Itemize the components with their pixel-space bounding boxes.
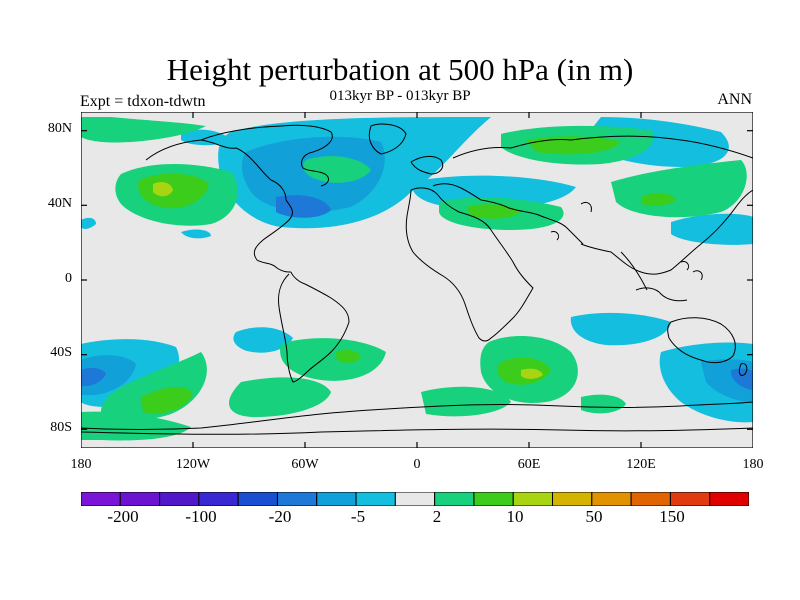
lon-label-120e: 120E <box>626 457 656 472</box>
lat-label-80n: 80N <box>47 121 72 136</box>
lon-label-0: 0 <box>413 457 421 472</box>
colorbar-label: -200 <box>107 507 139 526</box>
colorbar-swatch <box>591 492 632 506</box>
lon-label-180-west: 180 <box>70 457 92 472</box>
map-frame <box>81 112 753 448</box>
colorbar-swatch <box>709 492 749 506</box>
lon-label-120w: 120W <box>175 457 211 472</box>
positive-anomaly-north <box>81 117 747 230</box>
lon-label-60e: 60E <box>517 457 541 472</box>
colorbar-swatch <box>630 492 671 506</box>
colorbar-swatch <box>237 492 278 506</box>
lat-label-40n: 40N <box>47 196 72 211</box>
colorbar-label: -100 <box>185 507 217 526</box>
plot-subtitle: 013kyr BP - 013kyr BP <box>329 88 471 104</box>
positive-anomaly-south <box>81 336 626 441</box>
season-label: ANN <box>717 91 752 108</box>
map-panel <box>81 112 753 448</box>
colorbar-label: 150 <box>659 507 685 526</box>
colorbar-swatch <box>276 492 318 506</box>
colorbar-swatch <box>198 492 239 506</box>
colorbar-label: -5 <box>350 507 366 526</box>
colorbar-swatch <box>473 492 514 506</box>
plot-title: Height perturbation at 500 hPa (in m) <box>166 52 634 87</box>
colorbar-label: 50 <box>585 507 603 526</box>
colorbar-label: 10 <box>506 507 524 526</box>
colorbar-label: -20 <box>268 507 292 526</box>
experiment-label: Expt = tdxon-tdwtn <box>80 93 206 110</box>
lat-label-80s: 80S <box>50 420 72 435</box>
colorbar-swatch <box>552 492 593 506</box>
lon-label-60w: 60W <box>291 457 319 472</box>
colorbar-label: 2 <box>432 507 442 526</box>
lat-label-40s: 40S <box>50 345 72 360</box>
colorbar-swatch <box>669 492 711 506</box>
colorbar-swatch <box>316 492 357 506</box>
colorbar-swatch <box>355 492 396 506</box>
lat-label-0: 0 <box>65 271 72 286</box>
colorbar-swatch <box>394 492 436 506</box>
colorbar-swatch <box>434 492 475 506</box>
coastlines <box>81 123 753 435</box>
colorbar-swatch <box>159 492 200 506</box>
colorbar-swatch <box>81 492 121 506</box>
colorbar-swatch <box>119 492 161 506</box>
colorbar <box>81 492 749 506</box>
colorbar-swatch <box>512 492 554 506</box>
lon-label-180-east: 180 <box>742 457 764 472</box>
